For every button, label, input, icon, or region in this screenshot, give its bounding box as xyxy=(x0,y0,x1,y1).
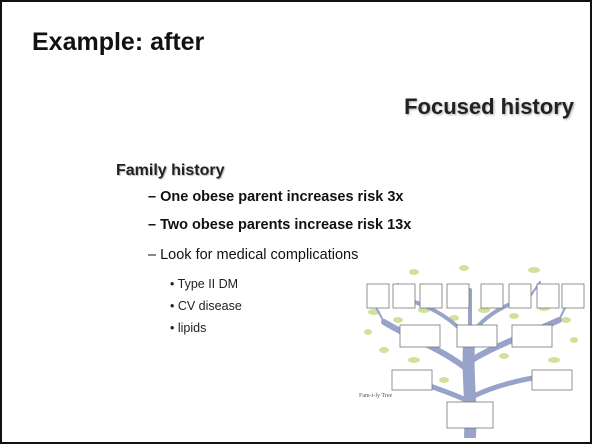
bullet: – One obese parent increases risk 3x xyxy=(148,189,404,205)
tree-caption: Fam-i-ly Tree xyxy=(359,393,392,399)
slide: Example: after Focused history Family hi… xyxy=(0,0,592,444)
sub-bullet: • lipids xyxy=(170,321,206,335)
slide-subtitle: Focused history xyxy=(404,94,574,120)
family-tree-illustration xyxy=(354,260,586,438)
bullet: – Two obese parents increase risk 13x xyxy=(148,217,411,233)
bullet: – Look for medical complications xyxy=(148,247,358,263)
slide-title: Example: after xyxy=(32,28,204,57)
sub-bullet: • Type II DM xyxy=(170,277,238,291)
section-heading: Family history xyxy=(116,162,224,180)
sub-bullet: • CV disease xyxy=(170,299,242,313)
